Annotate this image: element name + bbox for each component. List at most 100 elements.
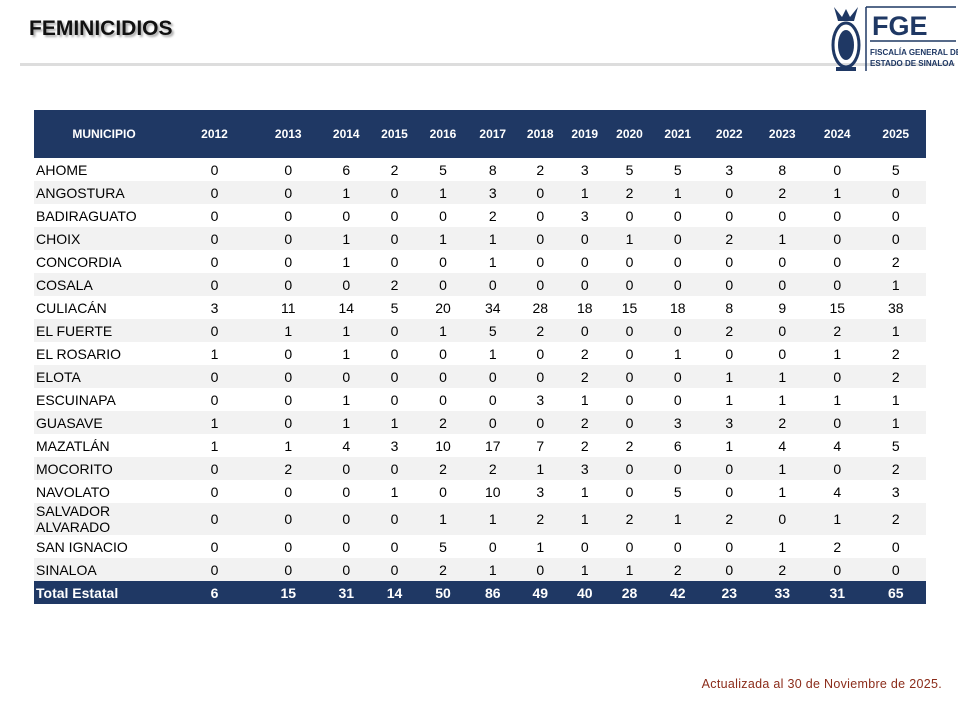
table-row: SALVADOR ALVARADO 0 0 0 0 1 1 2 1 2 1 2 0 1 2 [34, 503, 926, 535]
cell: 5 [439, 538, 447, 555]
cell: 2 [418, 411, 468, 434]
cell: 0 [625, 207, 634, 224]
cell: 0 [673, 391, 682, 408]
cell: 3 [725, 161, 734, 178]
cell: 2 [652, 558, 703, 581]
total-cell: 31 [809, 581, 866, 604]
cell: 1 [563, 181, 607, 204]
cell: 10 [435, 437, 451, 454]
cell: 11 [280, 299, 296, 316]
cell: 0 [321, 503, 371, 535]
table-row: ELOTA 0 0 0 0 0 0 0 2 0 0 1 1 0 2 [34, 365, 926, 388]
cell: 0 [652, 227, 703, 250]
cell: 0 [778, 207, 787, 224]
cell: 0 [563, 227, 607, 250]
cell: 5 [625, 161, 634, 178]
cell: 0 [580, 253, 589, 270]
cell: 6 [673, 437, 682, 454]
cell: 0 [703, 457, 756, 480]
cell: 1 [652, 503, 703, 535]
cell: 1 [580, 391, 589, 408]
cell: 3 [536, 391, 545, 408]
cell: 0 [371, 457, 418, 480]
total-cell: 50 [418, 581, 468, 604]
cell: 2 [517, 503, 563, 535]
cell: 2 [625, 437, 634, 454]
cell: 2 [891, 253, 900, 270]
column-header: 2023 [755, 110, 809, 158]
cell: 1 [321, 411, 371, 434]
cell: 8 [488, 161, 497, 178]
cell: 0 [703, 273, 756, 296]
cell: 0 [468, 411, 518, 434]
logo-line: FISCALÍA GENERAL DEL [870, 48, 958, 57]
table-row: SAN IGNACIO 0 0 0 0 5 0 1 0 0 0 0 1 2 0 [34, 535, 926, 558]
data-table: MUNICIPIO 2012 2013 2014 2015 2016 2017 2018 201… [34, 110, 926, 604]
cell: 3 [652, 411, 703, 434]
cell: 28 [532, 299, 549, 316]
cell: 0 [703, 558, 756, 581]
cell: 3 [580, 161, 589, 178]
cell: 1 [865, 319, 926, 342]
table-row: AHOME 0 0 6 2 5 8 2 3 5 5 3 8 0 5 [34, 158, 926, 181]
cell: 1 [755, 227, 809, 250]
cell: 0 [625, 253, 634, 270]
cell: 0 [390, 207, 399, 224]
cell: 2 [371, 273, 418, 296]
cell: 1 [673, 345, 682, 362]
cell: 17 [484, 437, 501, 454]
cell: 0 [439, 483, 447, 500]
cell: 0 [809, 227, 866, 250]
cell: 0 [321, 457, 371, 480]
cell: 0 [210, 538, 219, 555]
table-row: COSALA 0 0 0 2 0 0 0 0 0 0 0 0 0 1 [34, 273, 926, 296]
cell: 0 [371, 319, 418, 342]
total-cell: 15 [255, 581, 322, 604]
cell: 0 [255, 273, 322, 296]
cell: 1 [488, 345, 497, 362]
municipality: EL ROSARIO [36, 345, 122, 362]
cell: 1 [809, 181, 866, 204]
cell: 0 [809, 365, 866, 388]
cell: 6 [342, 161, 351, 178]
cell: 1 [563, 503, 607, 535]
table-row: EL FUERTE 0 1 1 0 1 5 2 0 0 0 2 0 2 1 [34, 319, 926, 342]
cell: 3 [210, 299, 219, 316]
cell: 5 [673, 483, 682, 500]
cell: 38 [887, 299, 904, 316]
cell: 2 [606, 503, 653, 535]
cell: 0 [891, 538, 900, 555]
cell: 3 [703, 411, 756, 434]
cell: 2 [580, 437, 589, 454]
cell: 0 [778, 253, 787, 270]
table-row: NAVOLATO 0 0 0 1 0 10 3 1 0 5 0 1 4 3 [34, 480, 926, 503]
cell: 2 [563, 365, 607, 388]
cell: 0 [371, 181, 418, 204]
cell: 0 [488, 538, 497, 555]
table-row: MOCORITO 0 2 0 0 2 2 1 3 0 0 0 1 0 2 [34, 457, 926, 480]
logo: FGE FISCALÍA GENERAL DEL ESTADO DE SINAL… [831, 6, 958, 71]
municipality: AHOME [36, 161, 88, 178]
cell: 5 [439, 161, 447, 178]
cell: 1 [210, 345, 219, 362]
logo-acronym: FGE [872, 11, 928, 41]
cell: 2 [865, 503, 926, 535]
cell: 0 [891, 207, 900, 224]
cell: 0 [390, 538, 399, 555]
cell: 0 [255, 227, 322, 250]
column-header: 2025 [865, 110, 926, 158]
table-row: CHOIX 0 0 1 0 1 1 0 0 1 0 2 1 0 0 [34, 227, 926, 250]
cell: 0 [342, 483, 351, 500]
total-cell: 42 [652, 581, 703, 604]
cell: 0 [809, 273, 866, 296]
cell: 0 [606, 273, 653, 296]
cell: 0 [536, 253, 545, 270]
cell: 0 [778, 345, 787, 362]
cell: 0 [625, 391, 634, 408]
cell: 4 [342, 437, 351, 454]
cell: 0 [673, 207, 682, 224]
cell: 2 [809, 319, 866, 342]
cell: 20 [435, 299, 451, 316]
cell: 0 [652, 365, 703, 388]
cell: 0 [284, 161, 293, 178]
